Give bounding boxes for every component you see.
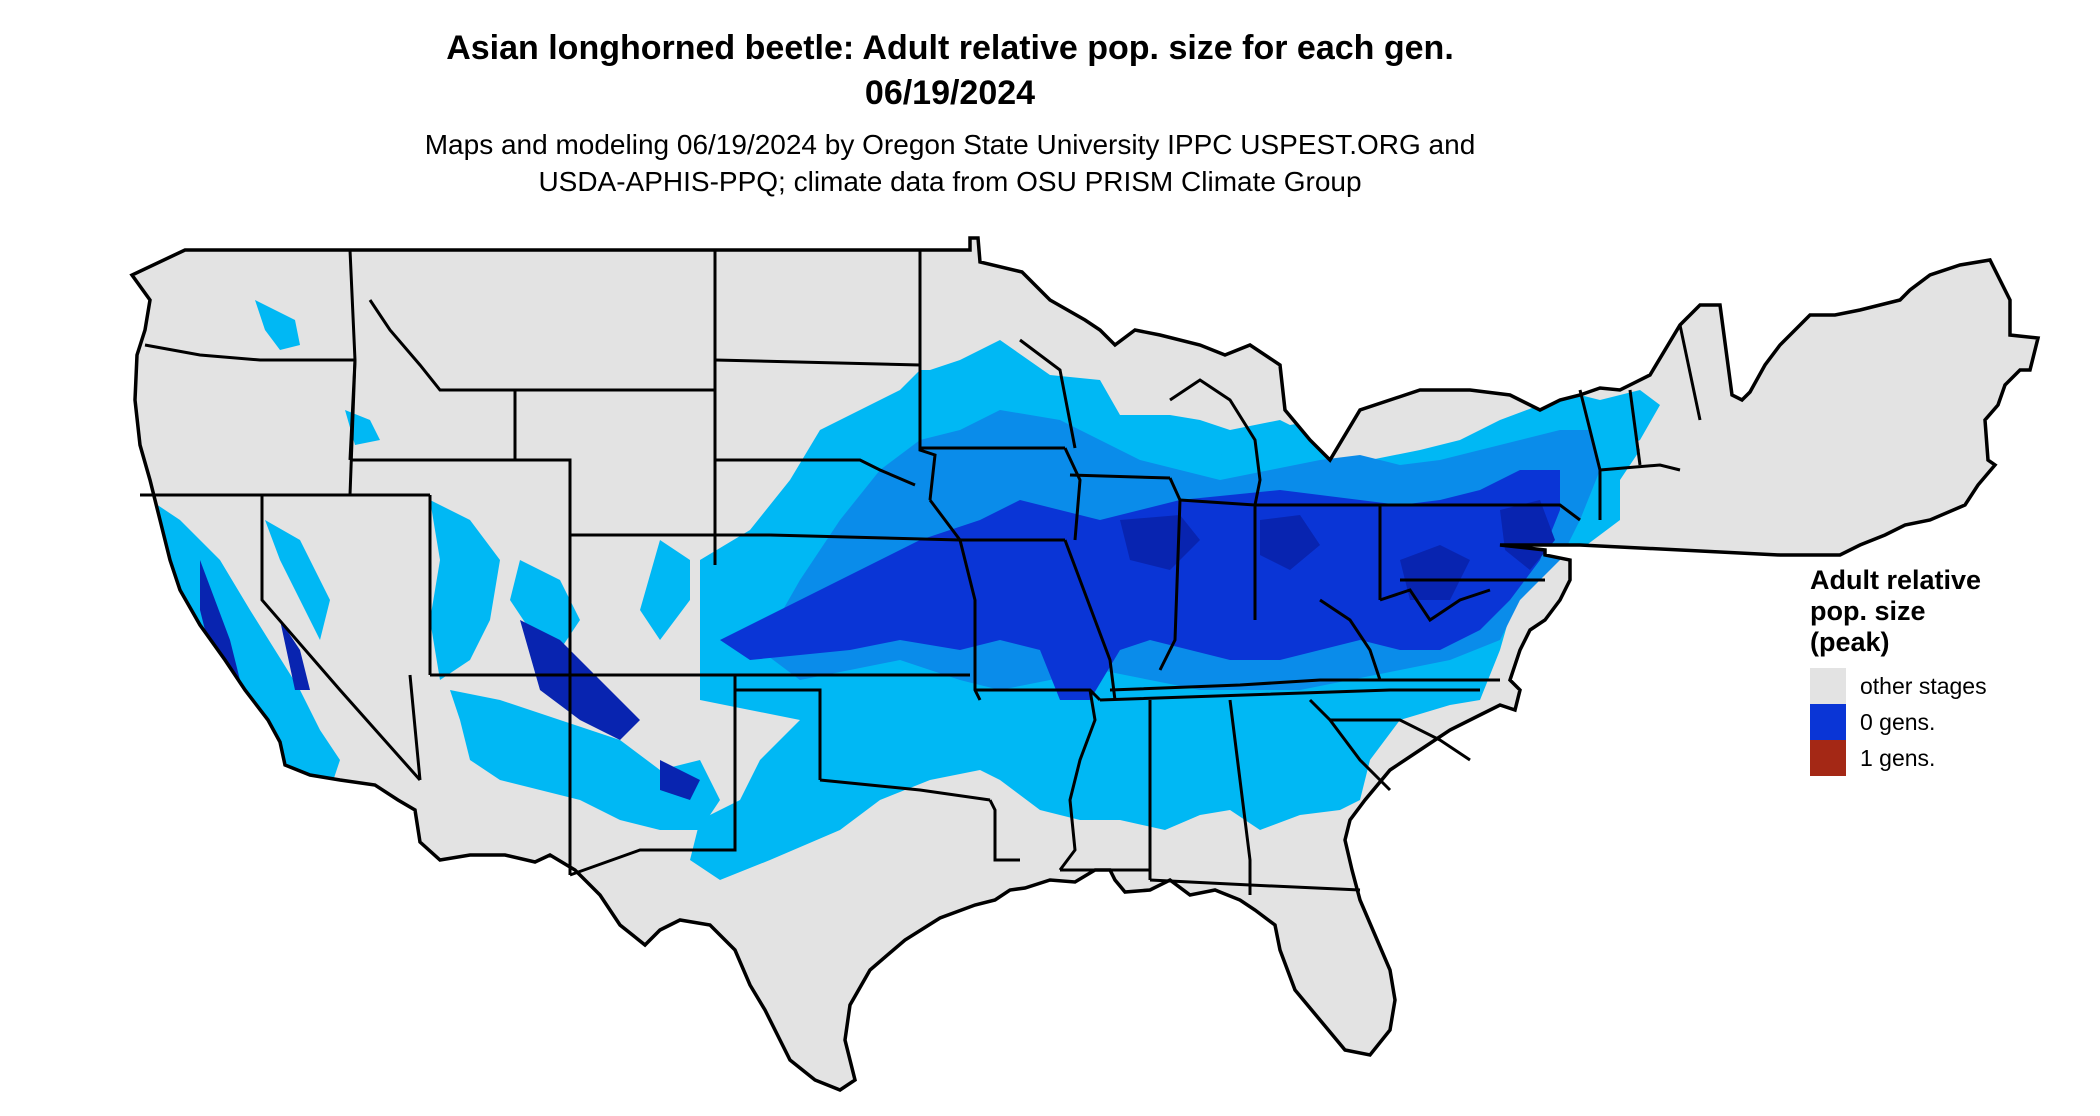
map-title: Asian longhorned beetle: Adult relative …: [0, 26, 1900, 116]
map-subtitle: Maps and modeling 06/19/2024 by Oregon S…: [0, 126, 1900, 200]
state-borders: [140, 249, 1702, 895]
legend-label-0-gens: 0 gens.: [1860, 708, 1936, 735]
legend-item-0-gens: 0 gens.: [1810, 704, 2070, 740]
zone-dark-blue: [720, 470, 1560, 700]
legend-title-line-1: Adult relative: [1810, 565, 1982, 595]
legend-title-line-2: pop. size: [1810, 596, 1926, 626]
legend-swatch-1-gens: [1810, 740, 1846, 776]
zone-light-blue-west: [150, 300, 720, 830]
legend-item-other-stages: other stages: [1810, 668, 2070, 704]
title-line-1: Asian longhorned beetle: Adult relative …: [446, 29, 1454, 67]
subtitle-line-2: USDA-APHIS-PPQ; climate data from OSU PR…: [538, 166, 1362, 197]
legend-swatch-other-stages: [1810, 668, 1846, 704]
legend-title-line-3: (peak): [1810, 627, 1890, 657]
subtitle-line-1: Maps and modeling 06/19/2024 by Oregon S…: [424, 129, 1476, 160]
population-zones: [150, 300, 1660, 880]
legend-swatch-0-gens: [1810, 704, 1846, 740]
legend-title: Adult relative pop. size (peak): [1810, 565, 2070, 658]
title-date: 06/19/2024: [864, 74, 1036, 112]
legend-item-1-gens: 1 gens.: [1810, 740, 2070, 776]
legend-items: other stages 0 gens. 1 gens.: [1810, 668, 2070, 776]
legend-label-1-gens: 1 gens.: [1860, 744, 1936, 771]
legend: Adult relative pop. size (peak) other st…: [1810, 565, 2070, 776]
legend-label-other-stages: other stages: [1860, 672, 1987, 699]
